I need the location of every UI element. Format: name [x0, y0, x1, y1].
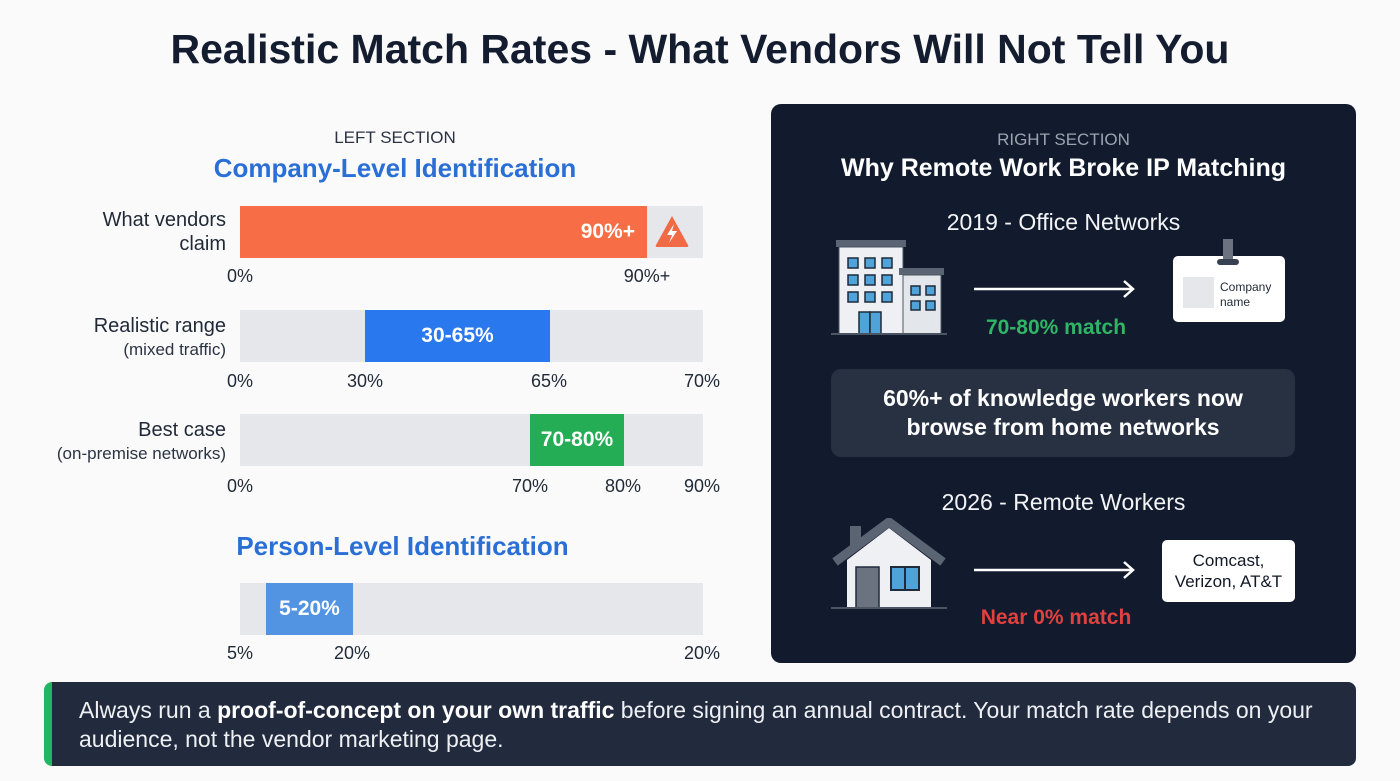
axis-tick: 20%	[683, 643, 721, 663]
badge-photo-placeholder	[1183, 277, 1214, 308]
company-badge-icon: Company name	[1173, 239, 1285, 322]
axis-tick: 65%	[530, 371, 568, 391]
callout-line1: 60%+ of knowledge workers now	[883, 385, 1243, 411]
remote-work-callout: 60%+ of knowledge workers now browse fro…	[831, 369, 1295, 457]
row-label-line2: claim	[179, 233, 226, 255]
row-label-best-case: Best case (on-premise networks)	[57, 418, 226, 466]
right-section-label: RIGHT SECTION	[997, 130, 1130, 149]
row-label-line1: What vendors	[102, 209, 226, 231]
bar-track-best-case: 70-80%	[240, 414, 703, 466]
footer-text-bold: proof-of-concept on your own traffic	[217, 697, 615, 723]
footer-text-pre: Always run a	[79, 697, 218, 723]
right-section-title: Why Remote Work Broke IP Matching	[841, 154, 1286, 182]
footer-recommendation: Always run a proof-of-concept on your ow…	[44, 682, 1356, 766]
bar-track-vendors-claim: 90%+	[240, 206, 703, 258]
axis-tick: 5%	[226, 643, 254, 663]
warning-lightning-icon	[654, 214, 690, 248]
match-rate-2019: 70-80% match	[985, 316, 1127, 339]
house-icon	[831, 517, 947, 614]
axis-tick: 90%+	[623, 266, 671, 286]
left-section-label: LEFT SECTION	[334, 128, 456, 147]
office-building-icon	[831, 238, 947, 336]
bar-track-realistic-range: 30-65%	[240, 310, 703, 362]
era-2019-label: 2019 - Office Networks	[946, 209, 1181, 235]
row-label-realistic-range: Realistic range (mixed traffic)	[94, 314, 226, 362]
bar-value-label: 30-65%	[421, 324, 494, 347]
axis-tick: 90%	[683, 476, 721, 496]
era-2026-label: 2026 - Remote Workers	[941, 489, 1186, 515]
page-title: Realistic Match Rates - What Vendors Wil…	[170, 26, 1230, 72]
row-label-line1: Realistic range	[93, 315, 226, 337]
bar-fill-realistic-range: 30-65%	[365, 310, 550, 362]
arrow-right-icon	[974, 560, 1136, 585]
isp-line1: Comcast,	[1192, 551, 1265, 570]
bar-fill-person-level: 5-20%	[266, 583, 353, 635]
person-level-heading: Person-Level Identification	[236, 531, 569, 561]
axis-tick: 70%	[511, 476, 549, 496]
bar-value-label: 5-20%	[279, 597, 340, 620]
axis-tick: 20%	[333, 643, 371, 663]
badge-text-line1: Company	[1220, 280, 1272, 294]
axis-tick: 70%	[683, 371, 721, 391]
badge-clip	[1223, 239, 1233, 261]
badge-company-name: Company name	[1220, 280, 1271, 310]
row-sublabel: (on-premise networks)	[56, 444, 226, 463]
right-section-panel: RIGHT SECTION Why Remote Work Broke IP M…	[771, 104, 1356, 663]
company-level-heading: Company-Level Identification	[213, 153, 577, 183]
axis-tick: 80%	[604, 476, 642, 496]
bar-value-label: 90%+	[580, 220, 635, 243]
axis-tick: 30%	[346, 371, 384, 391]
axis-tick: 0%	[226, 476, 254, 496]
footer-text-post: before signing an annual contract. Your …	[79, 697, 1313, 752]
badge-text-line2: name	[1220, 295, 1251, 309]
bar-value-label: 70-80%	[540, 428, 614, 451]
arrow-right-icon	[974, 279, 1136, 304]
axis-tick: 0%	[226, 371, 254, 391]
row-sublabel: (mixed traffic)	[123, 340, 226, 359]
bar-fill-vendors-claim: 90%+	[240, 206, 647, 258]
bar-track-person-level: 5-20%	[240, 583, 703, 635]
isp-names-box: Comcast, Verizon, AT&T	[1162, 540, 1295, 602]
row-label-vendors-claim: What vendors claim	[103, 208, 226, 256]
axis-tick: 0%	[226, 266, 254, 286]
bar-fill-best-case: 70-80%	[530, 414, 624, 466]
row-label-line1: Best case	[138, 419, 226, 441]
callout-line2: browse from home networks	[906, 414, 1220, 440]
match-rate-2026: Near 0% match	[980, 606, 1132, 629]
badge-clip-base	[1217, 259, 1239, 265]
isp-line2: Verizon, AT&T	[1174, 572, 1283, 591]
